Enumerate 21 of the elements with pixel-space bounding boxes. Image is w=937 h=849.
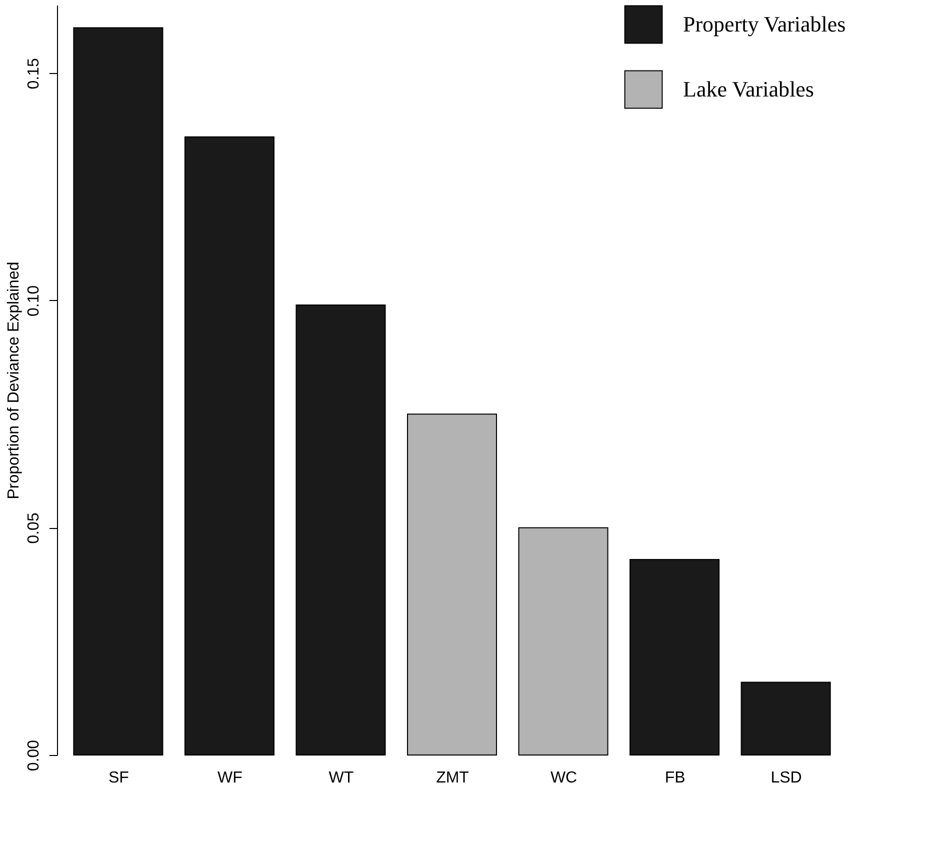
y-tick-label: 0.05 (26, 512, 42, 544)
x-tick-label: LSD (770, 770, 802, 786)
legend-label: Property Variables (683, 12, 846, 36)
x-tick-label: WF (218, 770, 243, 786)
bar (296, 304, 386, 756)
bar (73, 27, 164, 756)
bar (740, 682, 831, 756)
legend-label: Lake Variables (683, 76, 814, 102)
x-tick-label: ZMT (436, 770, 470, 786)
x-tick-label: FB (664, 770, 686, 786)
x-tick-label: WT (328, 770, 354, 786)
bar (184, 136, 274, 756)
y-tick-label: 0.10 (26, 285, 42, 317)
bar (518, 527, 608, 756)
y-axis-title: Proportion of Deviance Explained (6, 262, 22, 500)
y-tick-label: 0.00 (26, 740, 42, 772)
bar (406, 414, 498, 756)
bar (630, 559, 720, 756)
x-tick-label: SF (108, 770, 130, 786)
y-tick-label: 0.15 (26, 58, 42, 90)
x-tick-label: WC (550, 770, 578, 786)
